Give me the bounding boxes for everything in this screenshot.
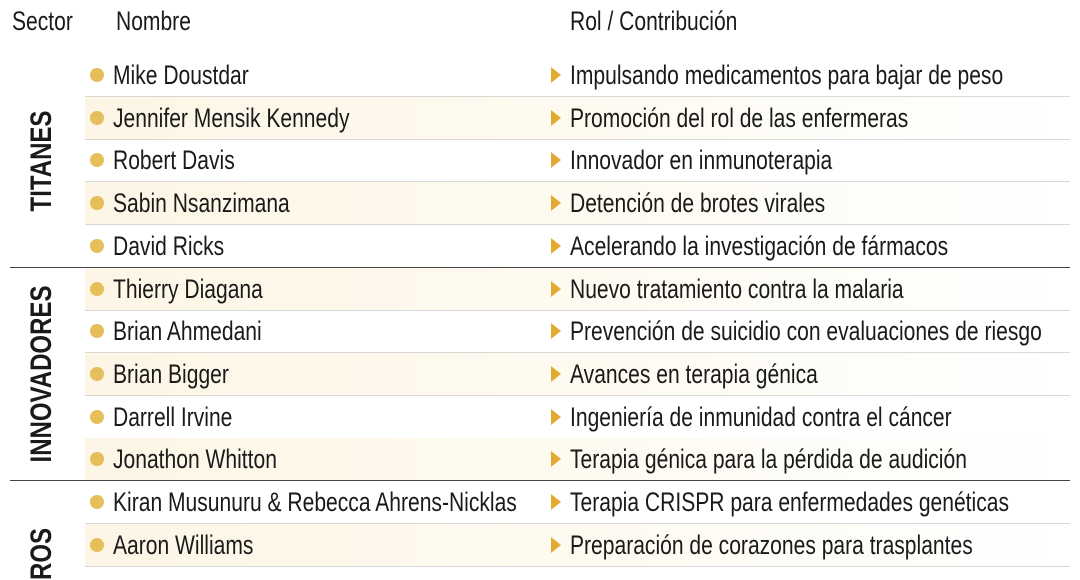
arrow-icon bbox=[551, 109, 561, 126]
bullet bbox=[90, 452, 104, 467]
table-row: Thierry Diagana Nuevo tratamiento contra … bbox=[85, 267, 1070, 311]
role-cell: Innovador en inmunoterapia bbox=[570, 139, 906, 181]
role-cell: Nuevo tratamiento contra la malaria bbox=[570, 268, 998, 310]
name: Mike Doustdar bbox=[113, 60, 249, 90]
role: Ingeniería de inmunidad contra el cáncer bbox=[570, 401, 952, 432]
name-cell: Robert Davis bbox=[113, 139, 269, 181]
name-cell: Sabin Nsanzimana bbox=[113, 182, 340, 224]
role-cell: Promoción del rol de las enfermeras bbox=[570, 97, 1004, 139]
sector-label: INNOVADORES bbox=[25, 285, 58, 463]
role: Detención de brotes virales bbox=[570, 188, 826, 219]
role: Promoción del rol de las enfermeras bbox=[570, 102, 909, 133]
role: Terapia CRISPR para enfermedades genétic… bbox=[570, 487, 1009, 517]
arrow-icon bbox=[551, 237, 561, 254]
bullet bbox=[90, 196, 104, 211]
bullet bbox=[90, 110, 104, 125]
role: Preparación de corazones para trasplante… bbox=[570, 529, 973, 560]
bullet bbox=[90, 409, 104, 424]
sector-label: ROS bbox=[25, 527, 58, 580]
header-role: Rol / Contribución bbox=[570, 0, 785, 40]
sector-label: TITANES bbox=[25, 110, 58, 212]
role-cell: Avances en terapia génica bbox=[570, 353, 888, 395]
role-cell: Preparación de corazones para trasplante… bbox=[570, 524, 1080, 566]
arrow-icon bbox=[551, 365, 561, 382]
bullet bbox=[90, 324, 104, 339]
bullet bbox=[90, 281, 104, 296]
table-row: Darrell Irvine Ingeniería de inmunidad co… bbox=[85, 396, 1070, 439]
table-row: Mike Doustdar Impulsando medicamentos par… bbox=[85, 54, 1070, 97]
role-cell: Ingeniería de inmunidad contra el cáncer bbox=[570, 396, 1059, 438]
group-separator bbox=[10, 266, 1070, 268]
arrow-icon bbox=[551, 152, 561, 169]
arrow-icon bbox=[551, 67, 561, 83]
name: Jennifer Mensik Kennedy bbox=[113, 102, 350, 133]
arrow-icon bbox=[551, 536, 561, 553]
name: Brian Ahmedani bbox=[113, 316, 262, 347]
role: Terapia génica para la pérdida de audici… bbox=[570, 444, 967, 475]
name: David Ricks bbox=[113, 230, 225, 261]
role-cell: Terapia génica para la pérdida de audici… bbox=[570, 438, 1079, 480]
arrow-icon bbox=[551, 195, 561, 212]
name-cell: Thierry Diagana bbox=[113, 268, 305, 310]
role-cell: Detención de brotes virales bbox=[570, 182, 897, 224]
role: Acelerando la investigación de fármacos bbox=[570, 230, 949, 261]
name-cell: Darrell Irvine bbox=[113, 396, 266, 438]
name: Brian Bigger bbox=[113, 358, 229, 389]
name: Sabin Nsanzimana bbox=[113, 188, 290, 219]
bullet bbox=[90, 537, 104, 552]
arrow-icon bbox=[551, 280, 561, 297]
role: Avances en terapia génica bbox=[570, 358, 818, 389]
bullet bbox=[90, 68, 104, 82]
role-cell: Terapia CRISPR para enfermedades genétic… bbox=[570, 481, 1080, 523]
table-row: Brian Ahmedani Prevención de suicidio con… bbox=[85, 310, 1070, 354]
role: Impulsando medicamentos para bajar de pe… bbox=[570, 60, 1004, 90]
arrow-icon bbox=[551, 323, 561, 340]
role: Innovador en inmunoterapia bbox=[570, 145, 833, 176]
name-cell: Kiran Musunuru & Rebecca Ahrens-Nicklas bbox=[113, 481, 631, 523]
table-row: Jennifer Mensik Kennedy Promoción del rol… bbox=[85, 96, 1070, 140]
group-separator bbox=[10, 480, 1070, 481]
table-row: Aaron Williams Preparación de corazones p… bbox=[85, 523, 1070, 567]
arrow-icon bbox=[551, 408, 561, 425]
arrow-icon bbox=[551, 451, 561, 468]
role: Prevención de suicidio con evaluaciones … bbox=[570, 316, 1042, 347]
table-row: Sabin Nsanzimana Detención de brotes vira… bbox=[85, 182, 1070, 226]
name-cell: Jennifer Mensik Kennedy bbox=[113, 97, 416, 139]
page: Sector Nombre Rol / Contribución (() => … bbox=[10, 0, 1070, 580]
table-row: Robert Davis Innovador en inmunoterapia bbox=[85, 139, 1070, 183]
name-cell: David Ricks bbox=[113, 225, 256, 267]
header-name: Nombre bbox=[116, 0, 212, 40]
bullet bbox=[90, 495, 104, 509]
name: Darrell Irvine bbox=[113, 401, 233, 432]
name-cell: Aaron Williams bbox=[113, 524, 293, 566]
table-row: Kiran Musunuru & Rebecca Ahrens-Nicklas T… bbox=[85, 481, 1070, 524]
header-sector: Sector bbox=[12, 0, 90, 40]
role-cell: Prevención de suicidio con evaluaciones … bbox=[570, 310, 1080, 352]
name: Robert Davis bbox=[113, 145, 235, 176]
bullet bbox=[90, 153, 104, 168]
name-cell: Brian Bigger bbox=[113, 353, 262, 395]
role: Nuevo tratamiento contra la malaria bbox=[570, 273, 904, 304]
name: Kiran Musunuru & Rebecca Ahrens-Nicklas bbox=[113, 487, 517, 517]
header-text: Sector bbox=[12, 6, 73, 36]
name-cell: Jonathon Whitton bbox=[113, 438, 323, 480]
name-cell: Brian Ahmedani bbox=[113, 310, 304, 352]
table-row: David Ricks Acelerando la investigación d… bbox=[85, 225, 1070, 268]
header-text: Nombre bbox=[116, 6, 191, 36]
arrow-icon bbox=[551, 494, 561, 510]
header-text: Rol / Contribución bbox=[570, 6, 738, 36]
name: Jonathon Whitton bbox=[113, 444, 277, 475]
name: Aaron Williams bbox=[113, 529, 254, 560]
name-cell: Mike Doustdar bbox=[113, 54, 287, 96]
role-cell: Acelerando la investigación de fármacos bbox=[570, 225, 1055, 267]
table-row: Brian Bigger Avances en terapia génica bbox=[85, 352, 1070, 396]
table-row: Jonathon Whitton Terapia génica para la p… bbox=[85, 438, 1070, 482]
role-cell: Impulsando medicamentos para bajar de pe… bbox=[570, 54, 1080, 96]
bullet bbox=[90, 238, 104, 253]
bullet bbox=[90, 366, 104, 381]
name: Thierry Diagana bbox=[113, 273, 263, 304]
